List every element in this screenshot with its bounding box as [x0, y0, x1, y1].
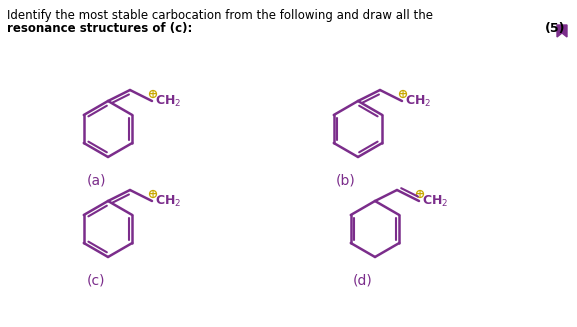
Text: +: + — [416, 189, 424, 199]
Text: CH$_2$: CH$_2$ — [155, 194, 181, 209]
Text: Identify the most stable carbocation from the following and draw all the: Identify the most stable carbocation fro… — [7, 9, 433, 22]
Text: CH$_2$: CH$_2$ — [422, 194, 448, 209]
Text: (a): (a) — [86, 173, 106, 187]
Text: +: + — [149, 189, 157, 199]
Text: (d): (d) — [353, 273, 373, 287]
Text: CH$_2$: CH$_2$ — [405, 94, 432, 109]
Polygon shape — [557, 25, 567, 37]
Text: (c): (c) — [87, 273, 105, 287]
Text: (5): (5) — [545, 22, 565, 35]
Text: +: + — [399, 89, 407, 99]
Text: resonance structures of (c):: resonance structures of (c): — [7, 22, 192, 35]
Text: (b): (b) — [336, 173, 356, 187]
Text: +: + — [149, 89, 157, 99]
Text: CH$_2$: CH$_2$ — [155, 94, 181, 109]
